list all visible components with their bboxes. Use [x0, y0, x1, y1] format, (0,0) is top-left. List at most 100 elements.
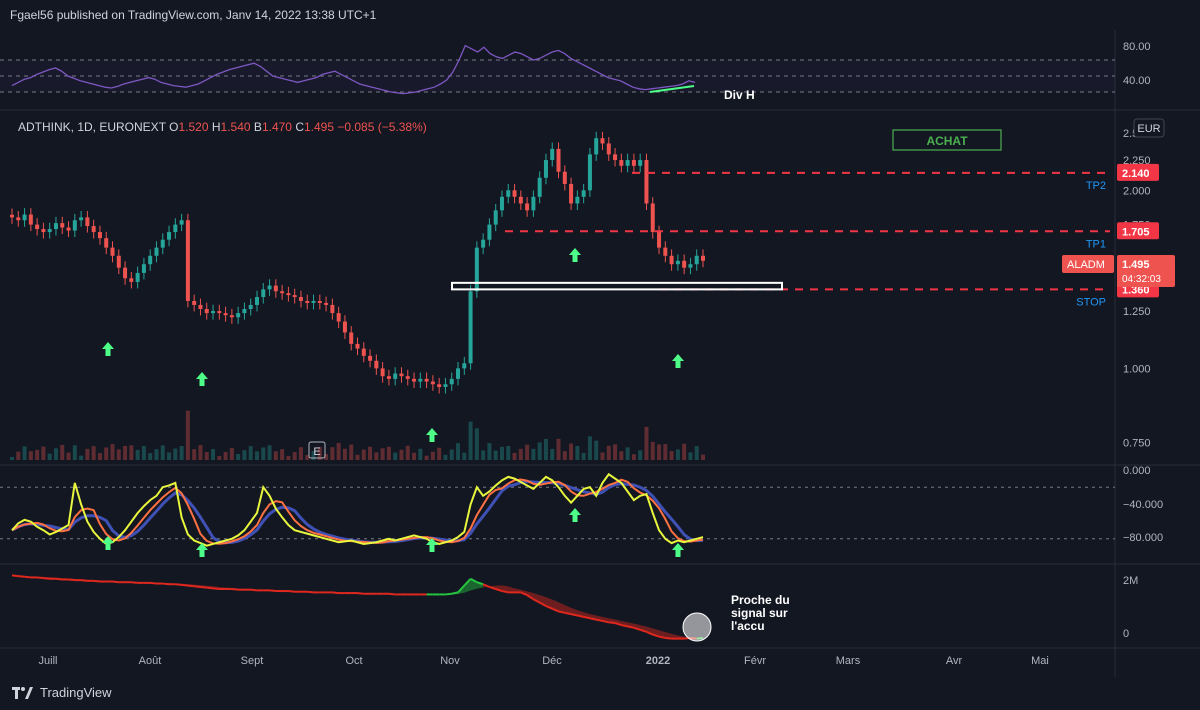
- time-tick-label: Févr: [744, 655, 766, 667]
- level-badge: [1117, 222, 1159, 240]
- volume-bar: [342, 448, 347, 460]
- candle: [650, 203, 655, 233]
- accu-line: [463, 578, 472, 587]
- achat-label: ACHAT: [926, 134, 968, 148]
- accu-line: [564, 611, 572, 616]
- candle: [374, 360, 379, 369]
- accu-line: [307, 590, 314, 594]
- accu-tick-label: 2M: [1123, 575, 1138, 587]
- candle: [682, 260, 687, 268]
- candle: [613, 154, 618, 161]
- volume-bar: [60, 444, 65, 460]
- accu-line: [652, 633, 660, 638]
- accu-line: [212, 587, 220, 590]
- accu-line: [520, 591, 528, 597]
- candle: [41, 229, 46, 233]
- accu-line: [269, 589, 276, 593]
- accu-line: [526, 594, 534, 601]
- buy-arrow-icon: [196, 543, 208, 557]
- candle: [104, 238, 109, 248]
- volume-bar: [694, 446, 699, 460]
- level-value-label: 1.360: [1122, 284, 1150, 296]
- accu-fill: [508, 586, 515, 593]
- accu-line: [639, 628, 647, 633]
- symbol-legend-part: H: [212, 120, 221, 134]
- symbol-legend-part: O: [169, 120, 178, 134]
- accu-line: [200, 585, 207, 589]
- candle: [342, 321, 347, 333]
- candle: [211, 311, 216, 314]
- candle: [386, 376, 391, 379]
- candle: [110, 247, 115, 256]
- candle: [631, 160, 636, 166]
- candle: [261, 289, 266, 298]
- accu-line: [570, 613, 578, 617]
- price-label: 1.495: [1122, 259, 1150, 271]
- candle: [79, 217, 84, 221]
- buy-arrow-icon: [426, 428, 438, 442]
- candle: [562, 171, 567, 184]
- volume-bar: [587, 436, 592, 460]
- candle: [701, 255, 705, 261]
- candle: [141, 264, 146, 273]
- candle: [173, 224, 178, 233]
- volume-bar: [443, 454, 448, 460]
- candle: [97, 232, 102, 239]
- currency-button[interactable]: [1133, 118, 1165, 138]
- volume-bar: [324, 454, 329, 460]
- accu-line: [577, 614, 584, 618]
- candle: [625, 160, 630, 166]
- candle: [506, 190, 511, 197]
- volume-bar: [499, 446, 504, 460]
- accu-line: [24, 575, 31, 579]
- volume-bar: [154, 449, 159, 460]
- accu-fill: [646, 626, 653, 635]
- wr-line: [11, 472, 704, 547]
- candle: [355, 343, 360, 349]
- volume-bar: [311, 451, 316, 460]
- volume-bar: [556, 438, 561, 460]
- tradingview-logo[interactable]: TradingView: [12, 685, 112, 700]
- price-pane: [10, 131, 1110, 460]
- volume-bar: [129, 445, 134, 460]
- candle: [663, 247, 668, 256]
- candle: [606, 143, 611, 155]
- time-tick-label: Nov: [440, 655, 460, 667]
- volume-bar: [217, 456, 222, 460]
- accu-annotation-line: signal sur: [731, 606, 788, 620]
- achat-box: [892, 129, 1002, 151]
- accu-line: [608, 621, 616, 624]
- candle: [493, 210, 498, 225]
- accu-line: [175, 583, 182, 586]
- div-h-annotation: Div H: [724, 88, 755, 102]
- volume-bar: [298, 447, 303, 460]
- volume-bar: [47, 453, 52, 460]
- volume-bar: [116, 449, 121, 460]
- volume-bar: [160, 445, 165, 460]
- candle: [474, 247, 479, 292]
- symbol-legend-part: 1.470: [262, 120, 292, 134]
- candle: [286, 293, 291, 296]
- accu-line: [633, 626, 641, 631]
- accu-line: [332, 591, 339, 595]
- accu-fill: [564, 605, 572, 615]
- volume-bar: [638, 450, 643, 460]
- accu-fill: [533, 593, 540, 603]
- wr-tick-label: −80.000: [1123, 532, 1163, 544]
- volume-bar: [242, 450, 247, 460]
- volume-bar: [236, 454, 241, 460]
- buy-arrow-icon: [426, 538, 438, 552]
- candle: [229, 315, 234, 318]
- volume-bar: [569, 443, 574, 460]
- symbol-legend-part: 1.540: [221, 120, 251, 134]
- candle: [85, 217, 90, 227]
- volume-bar: [701, 454, 705, 460]
- volume-bar: [22, 446, 27, 460]
- volume-bar: [123, 445, 128, 460]
- wr-tick-label: −40.000: [1123, 499, 1163, 511]
- candle: [638, 160, 643, 166]
- rsi-tick-label: 40.00: [1123, 75, 1151, 87]
- volume-bar: [223, 452, 228, 460]
- volume-bar: [254, 451, 259, 460]
